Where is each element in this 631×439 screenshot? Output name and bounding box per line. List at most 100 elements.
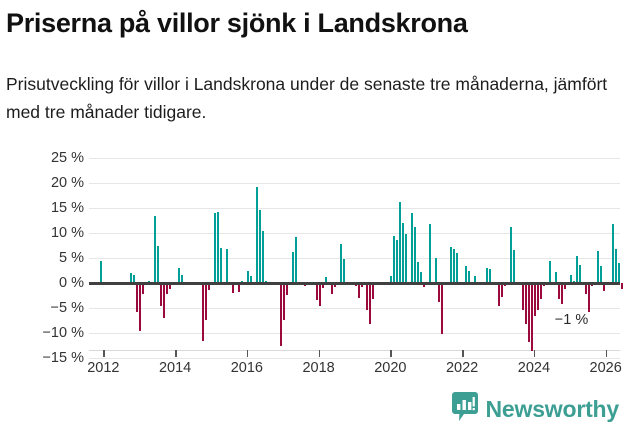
- bar: [486, 267, 489, 283]
- bar: [393, 235, 396, 283]
- x-axis-tick-mark: [175, 350, 177, 357]
- bar: [435, 258, 438, 283]
- bar: [139, 283, 142, 331]
- bar: [420, 271, 423, 283]
- bar: [584, 283, 587, 294]
- bar: [575, 256, 578, 283]
- y-axis-tick-label: −5 %: [50, 300, 84, 316]
- bar: [587, 283, 590, 312]
- bar: [602, 283, 605, 291]
- gridline: [89, 208, 620, 209]
- bar: [453, 248, 456, 283]
- bar: [142, 283, 145, 294]
- bar: [411, 212, 414, 283]
- y-axis-tick-label: −10 %: [42, 325, 84, 341]
- bar: [521, 283, 524, 310]
- zero-line: [89, 281, 620, 285]
- x-axis-tick-mark: [390, 350, 392, 357]
- bar: [169, 283, 172, 289]
- bar: [530, 283, 533, 351]
- bar: [405, 233, 408, 283]
- y-axis-tick-label: 25 %: [50, 150, 84, 166]
- bar: [330, 283, 333, 294]
- x-axis-tick-label: 2020: [374, 360, 407, 376]
- bar: [539, 283, 542, 299]
- bar: [569, 274, 572, 283]
- bar: [255, 187, 258, 283]
- x-axis-tick-mark: [533, 350, 536, 357]
- bar: [258, 210, 261, 283]
- bar-chart: 25 % 20 % 15 % 10 % 5 % 0 % −5 % −10 % −15 % −1 …: [0, 150, 631, 390]
- bar: [423, 283, 426, 287]
- bar: [557, 283, 560, 299]
- bar: [130, 273, 133, 283]
- bar: [578, 264, 581, 283]
- bar: [617, 263, 620, 283]
- y-axis-tick-label: 10 %: [50, 225, 84, 241]
- bar: [465, 266, 468, 283]
- y-axis: 25 % 20 % 15 % 10 % 5 % 0 % −5 % −10 % −15 %: [0, 151, 84, 365]
- bar: [237, 283, 240, 292]
- bar: [536, 283, 539, 310]
- bar: [154, 215, 157, 283]
- bar: [360, 283, 363, 287]
- bar-chart-speech-bubble-icon: [451, 392, 478, 427]
- bar: [611, 223, 614, 283]
- bar: [563, 283, 566, 289]
- bar: [357, 283, 360, 298]
- bar: [163, 283, 166, 318]
- bar: [231, 283, 234, 293]
- bar: [417, 262, 420, 283]
- bar: [282, 283, 285, 320]
- bar: [548, 260, 551, 283]
- bar: [524, 283, 527, 324]
- bar: [285, 283, 288, 295]
- y-axis-tick-label: 15 %: [50, 200, 84, 216]
- bar: [333, 283, 336, 287]
- x-axis-tick-label: 2022: [445, 360, 479, 376]
- bar: [503, 283, 506, 286]
- bar: [542, 283, 545, 286]
- x-axis-tick-label: 2026: [589, 360, 622, 376]
- x-axis-tick-label: 2012: [87, 360, 120, 376]
- gridline: [89, 333, 620, 334]
- bar: [438, 283, 441, 302]
- bar: [261, 230, 264, 283]
- bar: [468, 271, 471, 283]
- bar: [217, 211, 220, 283]
- bar: [369, 283, 372, 324]
- bar: [214, 213, 217, 283]
- x-axis-tick-mark: [462, 350, 464, 357]
- y-axis-tick-label: −15 %: [42, 350, 84, 366]
- bar: [414, 227, 417, 283]
- y-axis-tick-label: 20 %: [50, 175, 84, 191]
- bar: [160, 283, 163, 306]
- bar: [614, 248, 617, 283]
- bar: [133, 275, 136, 283]
- bar: [226, 249, 228, 283]
- gridline: [89, 158, 620, 159]
- bar: [560, 283, 563, 304]
- gridline: [89, 183, 620, 184]
- bar: [620, 283, 623, 289]
- plot-area: −1 %: [89, 158, 623, 359]
- value-annotation: −1 %: [554, 312, 589, 328]
- x-axis-tick-label: 2024: [517, 360, 551, 376]
- bar: [372, 283, 375, 299]
- newsworthy-logo[interactable]: Newsworthy: [451, 392, 619, 427]
- bar: [402, 223, 405, 283]
- bar: [366, 283, 369, 310]
- x-axis-tick-mark: [103, 350, 105, 357]
- bar: [294, 236, 297, 283]
- bar: [324, 276, 327, 283]
- bar: [512, 250, 515, 283]
- bar: [318, 283, 321, 306]
- bar: [599, 265, 602, 283]
- bar: [315, 283, 318, 300]
- bar: [100, 260, 103, 283]
- bar: [450, 246, 453, 283]
- x-axis-tick-label: 2016: [230, 360, 263, 376]
- bar: [136, 283, 139, 312]
- bar: [399, 202, 402, 283]
- page-title: Priserna på villor sjönk i Landskrona: [6, 8, 468, 38]
